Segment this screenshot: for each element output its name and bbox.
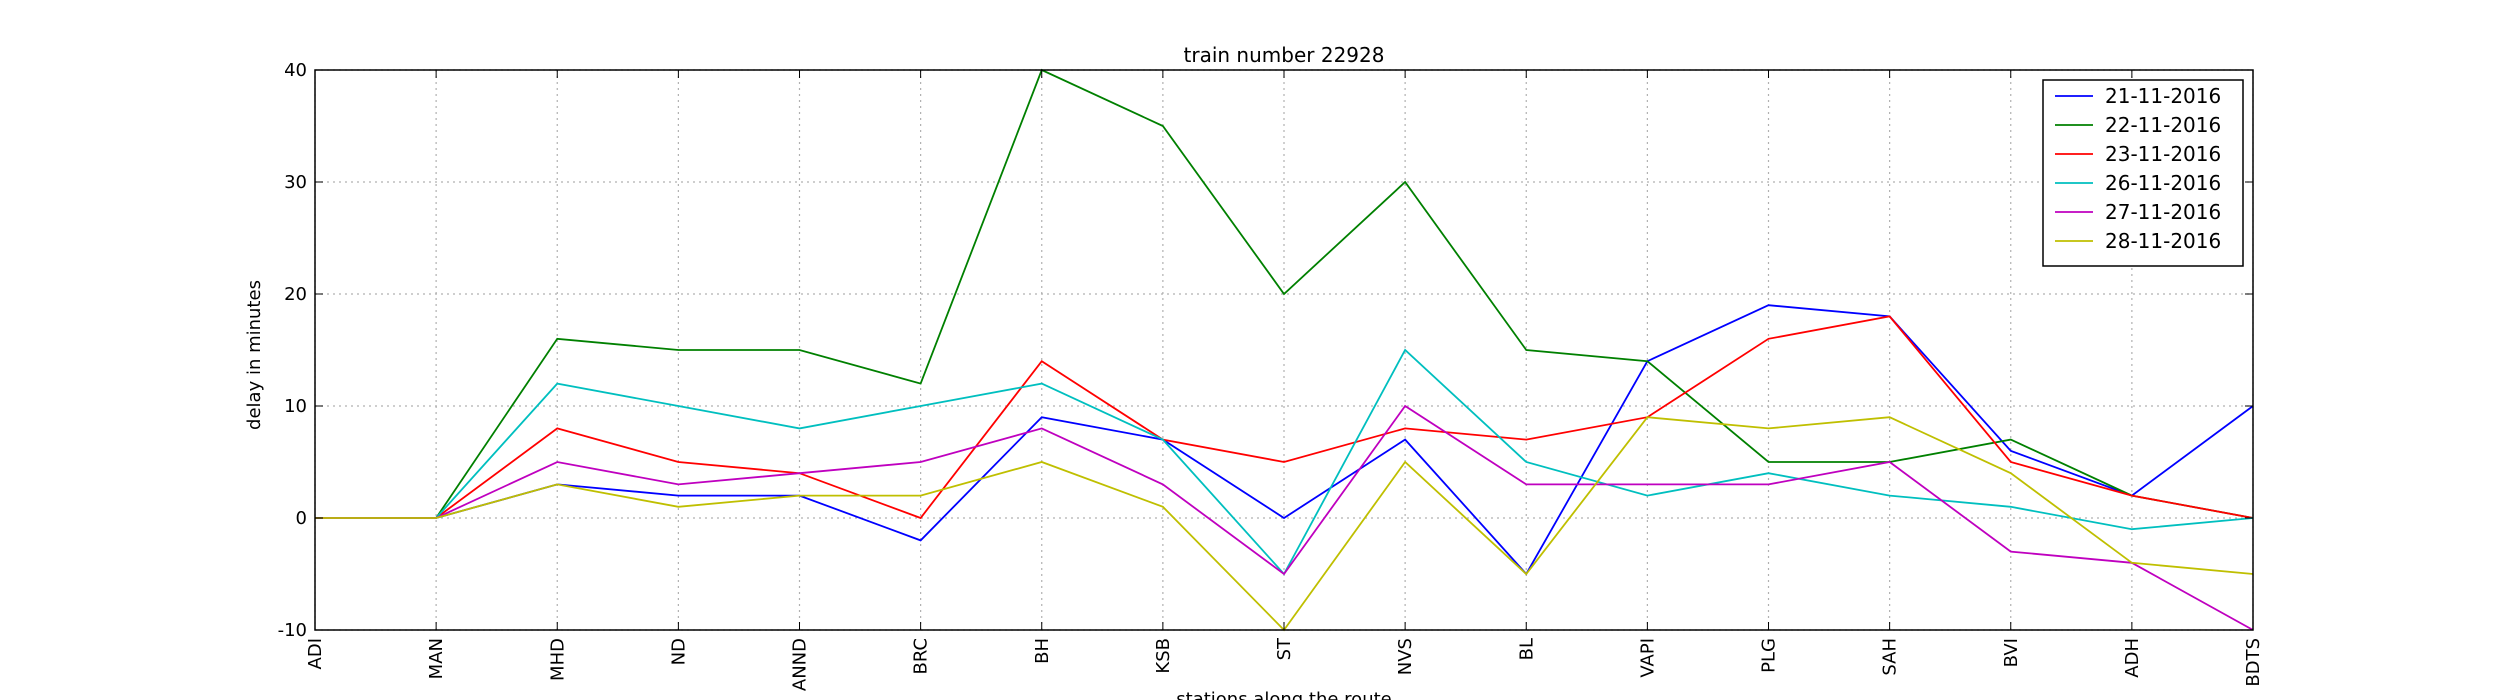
series-line-23-11-2016 bbox=[315, 315, 2254, 520]
legend-label: 22-11-2016 bbox=[2105, 113, 2221, 137]
y-tick-label: -10 bbox=[278, 620, 307, 641]
legend-label: 21-11-2016 bbox=[2105, 84, 2221, 108]
x-axis-title: stations along the route bbox=[1176, 689, 1391, 700]
legend-label: 28-11-2016 bbox=[2105, 229, 2221, 253]
series-lines bbox=[315, 68, 2254, 632]
series-line-22-11-2016 bbox=[315, 68, 2254, 519]
x-tick-label: BVI bbox=[2001, 638, 2022, 667]
legend-label: 26-11-2016 bbox=[2105, 171, 2221, 195]
x-tick-label: BDTS bbox=[2243, 638, 2264, 687]
chart-title: train number 22928 bbox=[1184, 43, 1385, 67]
grid bbox=[314, 69, 2254, 631]
x-tick-labels: ADI MAN MHD ND ANND BRC BH KSB ST NVS BL VAPI PLG SAH… bbox=[305, 637, 2264, 691]
y-tick-label: 0 bbox=[296, 508, 307, 529]
legend: 21-11-2016 22-11-2016 23-11-2016 26-11-2016… bbox=[2042, 79, 2244, 267]
y-tick-labels: -10 0 10 20 30 40 bbox=[278, 60, 307, 641]
x-tick-label: NVS bbox=[1395, 638, 1416, 675]
x-tick-label: ST bbox=[1274, 637, 1295, 660]
legend-label: 23-11-2016 bbox=[2105, 142, 2221, 166]
x-tick-label: ANND bbox=[790, 638, 811, 691]
y-axis-title: delay in minutes bbox=[244, 280, 265, 430]
legend-label: 27-11-2016 bbox=[2105, 200, 2221, 224]
y-tick-label: 10 bbox=[284, 396, 307, 417]
x-tick-label: MHD bbox=[547, 638, 568, 681]
x-tick-label: PLG bbox=[1759, 638, 1780, 673]
series-line-21-11-2016 bbox=[315, 304, 2254, 576]
y-tick-label: 30 bbox=[284, 172, 307, 193]
x-tick-label: ADI bbox=[305, 638, 326, 669]
x-tick-label: KSB bbox=[1153, 638, 1174, 674]
x-tick-label: ADH bbox=[2122, 638, 2143, 678]
series-line-27-11-2016 bbox=[315, 404, 2254, 631]
x-tick-label: MAN bbox=[426, 638, 447, 679]
y-tick-label: 20 bbox=[284, 284, 307, 305]
y-tick-label: 40 bbox=[284, 60, 307, 81]
x-tick-label: ND bbox=[668, 638, 689, 665]
x-tick-label: VAPI bbox=[1637, 638, 1658, 678]
axis-ticks bbox=[314, 69, 2254, 631]
legend-box bbox=[2042, 79, 2244, 267]
x-tick-label: BH bbox=[1032, 638, 1053, 664]
x-tick-label: SAH bbox=[1880, 638, 1901, 676]
x-tick-label: BL bbox=[1516, 638, 1537, 660]
x-tick-label: BRC bbox=[911, 638, 932, 675]
